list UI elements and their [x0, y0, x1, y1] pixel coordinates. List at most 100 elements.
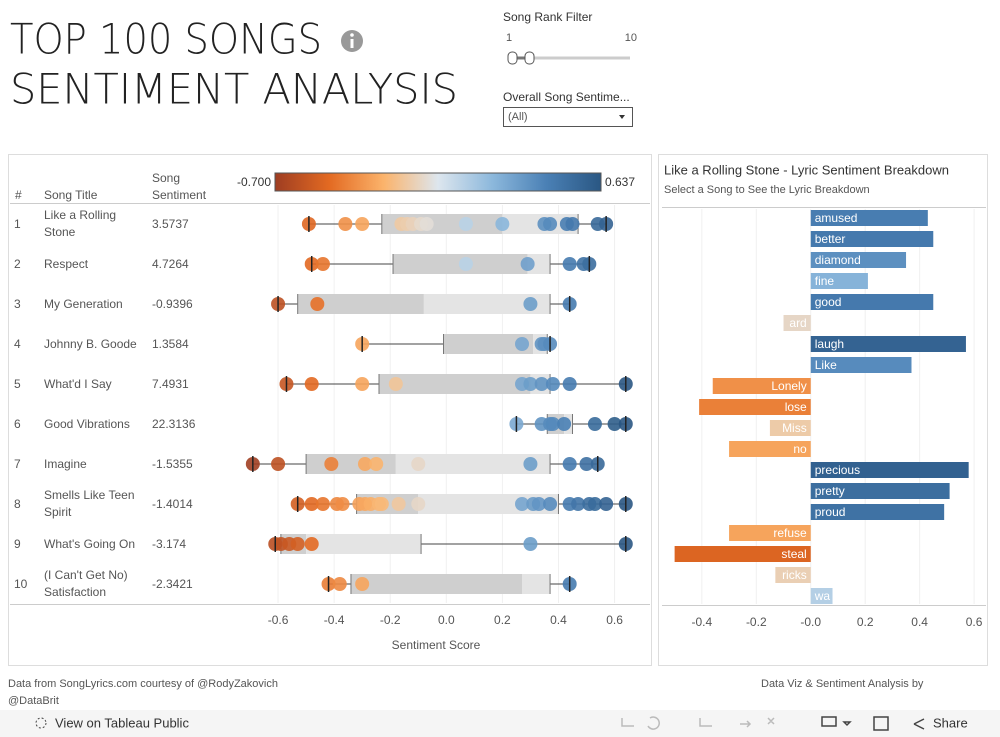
info-icon-glyph — [350, 39, 354, 48]
word-dot — [562, 457, 577, 471]
word-dot — [571, 497, 586, 511]
bar-label: precious — [815, 463, 860, 477]
word-dot — [515, 497, 530, 511]
bar-label: amused — [815, 211, 858, 225]
song-title: What'd I Say — [44, 376, 112, 391]
song-sentiment: -3.174 — [152, 536, 187, 551]
bar-label: wa — [814, 589, 831, 603]
bar-label: Lonely — [771, 379, 806, 393]
word-dot — [531, 497, 546, 511]
rank: 8 — [14, 496, 21, 511]
bar — [810, 462, 969, 478]
word-dot — [315, 497, 330, 511]
word-dot — [543, 497, 558, 511]
toolbar-icons[interactable] — [621, 716, 775, 730]
bar — [810, 357, 912, 373]
song-title: Smells Like Teen Spirit — [44, 488, 135, 519]
dropdown[interactable] — [503, 107, 633, 127]
bar — [810, 588, 833, 604]
song-title: Imagine — [44, 456, 87, 471]
word-dot — [458, 257, 473, 271]
rank: 3 — [14, 296, 21, 311]
footer-text: Data Viz & Sentiment Analysis by — [761, 678, 924, 690]
bar-label: Like — [815, 358, 837, 372]
slider-handle[interactable] — [507, 51, 518, 65]
word-dot — [523, 457, 538, 471]
word-dot — [557, 417, 572, 431]
dropdown-arrow — [619, 115, 625, 119]
box-lower — [379, 374, 531, 394]
toolbar-icons[interactable] — [821, 716, 925, 731]
share-button[interactable]: Share — [933, 715, 968, 730]
word-dot — [534, 377, 549, 391]
bar-label: pretty — [815, 484, 845, 498]
word-dot — [315, 257, 330, 271]
word-dot — [545, 377, 560, 391]
word-dot — [523, 297, 538, 311]
word-dot — [419, 217, 434, 231]
footer-text: @DataBrit — [8, 695, 59, 707]
word-dot — [355, 217, 370, 231]
bar-label: proud — [815, 505, 846, 519]
rank: 2 — [14, 256, 21, 271]
bar — [810, 231, 934, 247]
bar-label: refuse — [773, 526, 807, 540]
song-sentiment: -2.3421 — [152, 576, 193, 591]
song-title: What's Going On — [44, 536, 135, 551]
word-dot — [587, 497, 602, 511]
view-link[interactable]: View on Tableau Public — [55, 715, 189, 730]
word-dot — [520, 257, 535, 271]
chart-title: Like a Rolling Stone - Lyric Sentiment B… — [664, 162, 949, 177]
word-dot — [411, 497, 426, 511]
bar-label: good — [815, 295, 842, 309]
x-tick-label: 0.6 — [966, 615, 983, 629]
word-dot — [369, 457, 384, 471]
toolbar — [0, 710, 1000, 737]
title-line: Top 100 Songs — [10, 15, 322, 64]
word-dot — [515, 337, 530, 351]
bar-label: fine — [815, 274, 835, 288]
slider-handle[interactable] — [524, 51, 535, 65]
rank: 10 — [14, 576, 28, 591]
color-legend — [274, 172, 602, 192]
bar — [810, 504, 945, 520]
song-sentiment: 7.4931 — [152, 376, 189, 391]
right-panel — [658, 154, 988, 666]
word-dot — [543, 217, 558, 231]
word-dot — [391, 497, 406, 511]
box-upper — [423, 294, 551, 314]
song-title: (I Can't Get No) Satisfaction — [44, 568, 128, 599]
filter-title: Overall Song Sentime... — [503, 90, 630, 104]
bar-label: Miss — [782, 421, 807, 435]
bar — [810, 483, 950, 499]
word-dot — [271, 457, 286, 471]
tableau-icon — [35, 717, 47, 729]
song-title: Good Vibrations — [44, 416, 130, 431]
song-sentiment: 3.5737 — [152, 216, 189, 231]
filter-title: Song Rank Filter — [503, 10, 592, 24]
x-tick-label: 0.4 — [550, 613, 567, 627]
x-tick-label: 0.6 — [606, 613, 623, 627]
bar — [810, 273, 868, 289]
title-line: Sentiment Analysis — [10, 65, 458, 114]
bar — [775, 567, 811, 583]
legend-label: -0.700 — [237, 175, 271, 189]
box-lower — [443, 334, 534, 354]
bar-label: lose — [785, 400, 807, 414]
word-dot — [304, 497, 319, 511]
box-upper — [527, 254, 551, 274]
info-icon-glyph — [350, 33, 354, 37]
x-axis-label: Sentiment Score — [392, 638, 481, 652]
song-title: Johnny B. Goode — [44, 336, 137, 351]
word-dot — [579, 457, 594, 471]
word-dot — [355, 377, 370, 391]
word-dot — [338, 217, 353, 231]
column-header: Song Sentiment — [152, 171, 207, 202]
box-upper — [306, 534, 422, 554]
word-dot — [374, 497, 389, 511]
word-dot — [545, 417, 560, 431]
legend-label: 0.637 — [605, 175, 635, 189]
word-dot — [304, 537, 319, 551]
word-dot — [335, 497, 350, 511]
